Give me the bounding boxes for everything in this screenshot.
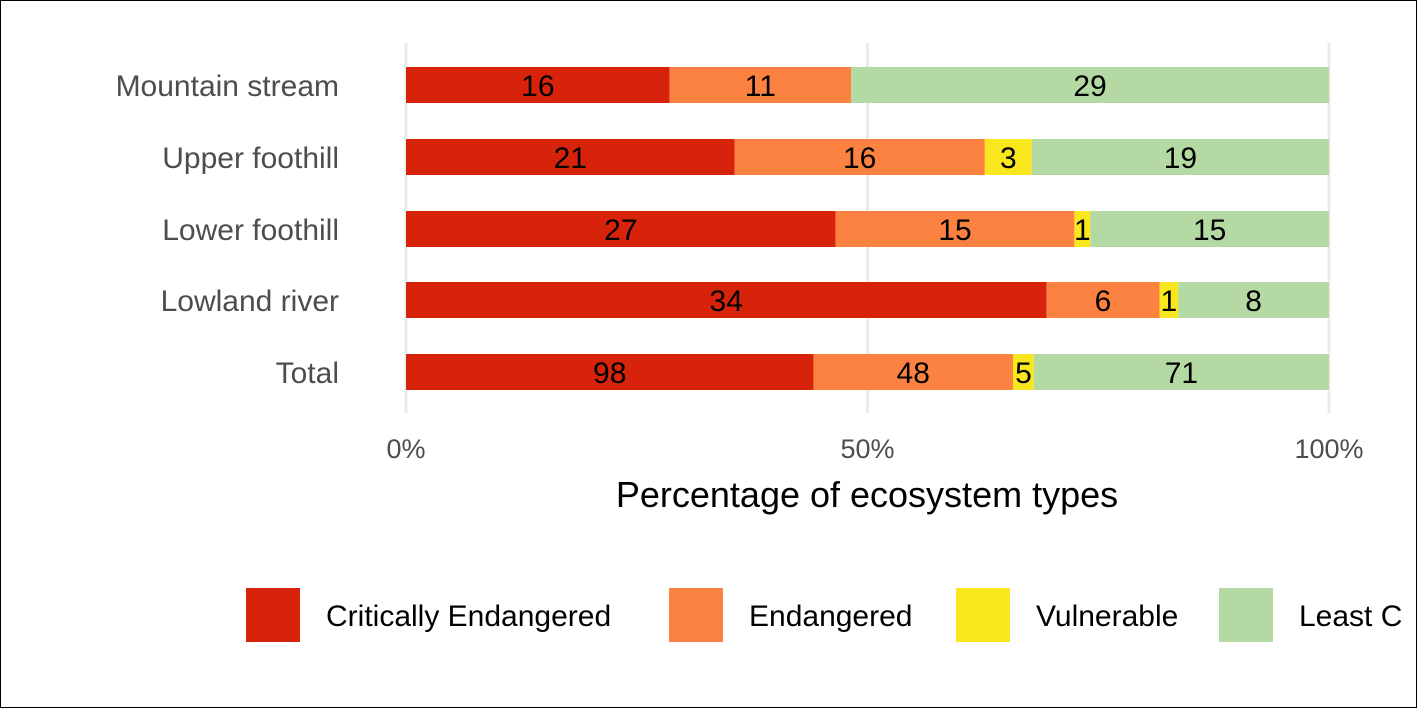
legend-key-endangered	[669, 588, 723, 642]
data-label: 8	[1245, 285, 1262, 318]
bar-lowland-river-critically-endangered	[406, 282, 1047, 318]
bar-total-least-c	[1033, 354, 1329, 390]
y-category-label: Lowland river	[161, 285, 339, 318]
data-label: 15	[938, 214, 971, 247]
bars	[406, 67, 1329, 390]
bar-total-critically-endangered	[406, 354, 814, 390]
legend-label: Vulnerable	[1036, 600, 1178, 633]
x-axis-title: Percentage of ecosystem types	[616, 474, 1118, 515]
y-category-label: Lower foothill	[162, 214, 339, 247]
data-label: 3	[1000, 142, 1017, 175]
data-label: 16	[843, 142, 876, 175]
bar-upper-foothill-least-c	[1031, 139, 1329, 175]
value-axis: 0% 50% 100%	[386, 434, 1363, 464]
bar-total-vulnerable	[1013, 354, 1034, 390]
bar-lower-foothill-endangered	[835, 211, 1075, 247]
x-tick-label: 50%	[840, 434, 894, 464]
bar-upper-foothill-endangered	[734, 139, 985, 175]
legend-key-vulnerable	[956, 588, 1010, 642]
bar-upper-foothill-vulnerable	[984, 139, 1032, 175]
legend: Critically Endangered Endangered Vulnerabl…	[246, 588, 1402, 642]
data-label: 21	[554, 142, 587, 175]
data-label: 15	[1193, 214, 1226, 247]
bar-mountain-stream-endangered	[669, 67, 852, 103]
data-label: 27	[604, 214, 637, 247]
bar-upper-foothill-critically-endangered	[406, 139, 735, 175]
bar-lowland-river-vulnerable	[1159, 282, 1179, 318]
x-tick-label: 0%	[386, 434, 425, 464]
legend-label: Least C	[1299, 600, 1402, 633]
bar-total-endangered	[813, 354, 1014, 390]
x-tick-label: 100%	[1294, 434, 1363, 464]
data-label: 16	[521, 70, 554, 103]
bar-lowland-river-endangered	[1046, 282, 1160, 318]
data-label: 19	[1164, 142, 1197, 175]
data-label: 98	[593, 357, 626, 390]
bar-lower-foothill-vulnerable	[1074, 211, 1091, 247]
data-label: 34	[710, 285, 743, 318]
data-label: 5	[1015, 357, 1032, 390]
bar-lowland-river-least-c	[1178, 282, 1329, 318]
y-category-label: Total	[276, 357, 339, 390]
legend-key-least-c	[1219, 588, 1273, 642]
data-label: 1	[1161, 285, 1178, 318]
bar-lower-foothill-least-c	[1090, 211, 1329, 247]
data-label: 48	[897, 357, 930, 390]
data-label: 1	[1074, 214, 1091, 247]
legend-label: Endangered	[749, 600, 912, 633]
bar-mountain-stream-least-c	[851, 67, 1329, 103]
y-category-label: Upper foothill	[162, 142, 339, 175]
legend-label: Critically Endangered	[326, 600, 611, 633]
data-labels: 16 11 29 21 16 3 19 27 15 1 15 34 6 1 8 98 48 5 71	[521, 70, 1262, 390]
category-axis: Mountain stream Upper foothill Lower footh…	[116, 70, 339, 390]
data-label: 71	[1165, 357, 1198, 390]
bar-mountain-stream-critically-endangered	[406, 67, 670, 103]
data-label: 11	[745, 70, 776, 103]
y-category-label: Mountain stream	[116, 70, 339, 103]
data-label: 29	[1073, 70, 1106, 103]
legend-key-critically-endangered	[246, 588, 300, 642]
data-label: 6	[1095, 285, 1112, 318]
bar-lower-foothill-critically-endangered	[406, 211, 836, 247]
